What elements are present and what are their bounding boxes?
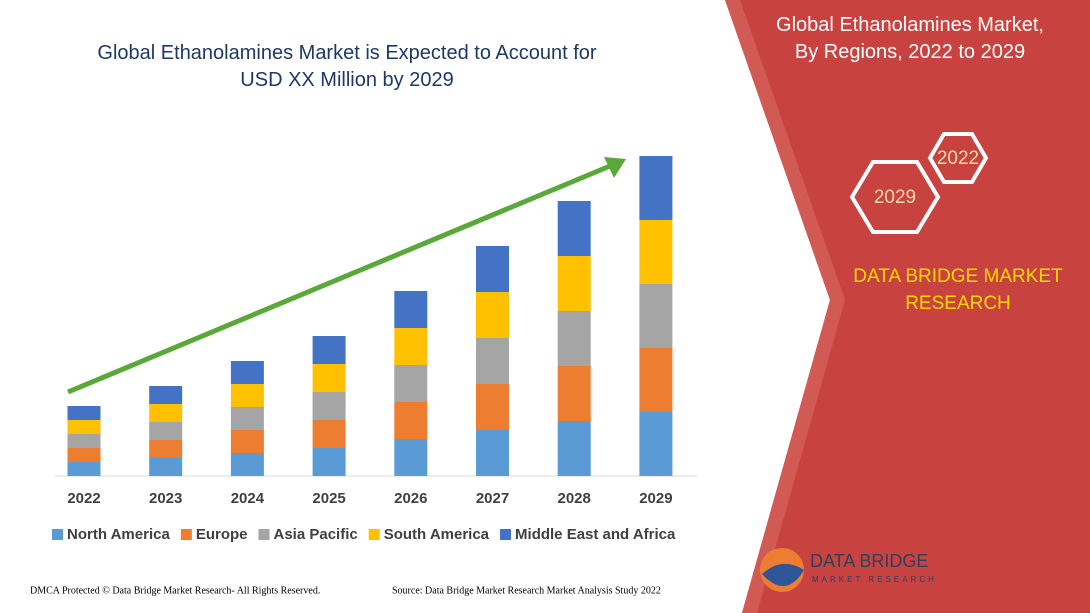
bar-segment bbox=[476, 430, 509, 476]
bar-segment bbox=[230, 407, 264, 430]
x-tick-label: 2023 bbox=[149, 490, 182, 507]
bar-segment bbox=[149, 422, 183, 440]
bar-segment bbox=[67, 420, 101, 434]
bar-segment bbox=[67, 406, 101, 420]
arrow-head bbox=[604, 157, 626, 178]
bar-segment bbox=[476, 246, 509, 292]
bar-segment bbox=[394, 402, 428, 439]
bar-segment bbox=[557, 201, 591, 256]
bar-segment bbox=[230, 384, 264, 407]
hexagon bbox=[927, 132, 989, 184]
bar-segment bbox=[394, 439, 428, 476]
bar-segment bbox=[639, 220, 673, 284]
logo-tagline: MARKET RESEARCH bbox=[812, 575, 937, 584]
hex-label: 2029 bbox=[874, 187, 916, 208]
legend-swatch bbox=[258, 529, 270, 540]
bar-segment bbox=[312, 448, 346, 476]
bar-segment bbox=[230, 361, 264, 384]
legend-label: North America bbox=[67, 526, 170, 543]
bar-segment bbox=[312, 336, 346, 364]
bar-segment bbox=[557, 366, 591, 421]
bar-segment bbox=[312, 392, 346, 420]
x-tick-label: 2027 bbox=[476, 490, 509, 507]
bar-segment bbox=[476, 384, 509, 430]
legend-swatch bbox=[52, 529, 63, 540]
bar-segment bbox=[476, 292, 509, 338]
bar-segment bbox=[557, 311, 591, 366]
bar-segment bbox=[149, 440, 183, 458]
hexagon bbox=[849, 160, 941, 234]
legend-label: South America bbox=[384, 526, 490, 543]
bar-segment bbox=[476, 338, 509, 384]
bar-segment bbox=[67, 462, 101, 476]
bar-segment bbox=[639, 412, 673, 476]
panel-bg bbox=[725, 0, 1090, 613]
bar-segment bbox=[639, 284, 673, 348]
x-tick-label: 2026 bbox=[394, 490, 427, 507]
legend-swatch bbox=[180, 529, 192, 540]
x-tick-label: 2024 bbox=[231, 490, 265, 507]
legend-swatch bbox=[368, 529, 380, 540]
x-tick-label: 2028 bbox=[558, 490, 591, 507]
bar-segment bbox=[394, 328, 428, 365]
bar-segment bbox=[312, 420, 346, 448]
footer-left: DMCA Protected © Data Bridge Market Rese… bbox=[30, 585, 320, 596]
x-tick-label: 2029 bbox=[639, 490, 672, 507]
bar-segment bbox=[67, 448, 101, 462]
legend-swatch bbox=[500, 529, 512, 540]
bar-segment bbox=[639, 156, 673, 220]
bar-segment bbox=[149, 386, 183, 404]
bar-segment bbox=[230, 430, 264, 453]
legend-label: Asia Pacific bbox=[274, 526, 358, 543]
bar-segment bbox=[149, 458, 183, 476]
hex-label: 2022 bbox=[937, 148, 979, 169]
bar-segment bbox=[149, 404, 183, 422]
trend-arrow bbox=[67, 163, 611, 395]
x-tick-label: 2025 bbox=[312, 490, 345, 507]
legend-label: Middle East and Africa bbox=[515, 526, 676, 543]
x-tick-label: 2022 bbox=[67, 490, 100, 507]
bar-segment bbox=[394, 365, 428, 402]
logo-icon bbox=[762, 563, 804, 587]
panel-title: Global Ethanolamines Market, By Regions,… bbox=[776, 14, 1044, 63]
bar-segment bbox=[230, 453, 264, 476]
bar-segment bbox=[67, 434, 101, 448]
panel-edge bbox=[725, 0, 845, 613]
bar-segment bbox=[394, 291, 428, 328]
legend-label: Europe bbox=[196, 526, 248, 543]
bar-segment bbox=[312, 364, 346, 392]
brand: DATA BRIDGE MARKET RESEARCH bbox=[853, 266, 1063, 314]
bar-segment bbox=[639, 348, 673, 412]
bar-segment bbox=[557, 256, 591, 311]
footer-right: Source: Data Bridge Market Research Mark… bbox=[392, 585, 661, 596]
bar-segment bbox=[557, 421, 591, 476]
logo-name: DATA BRIDGE bbox=[810, 551, 928, 571]
chart-title: Global Ethanolamines Market is Expected … bbox=[97, 42, 597, 91]
